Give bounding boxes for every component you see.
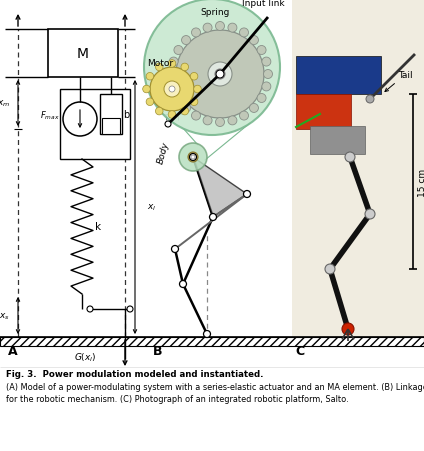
- Bar: [102, 119, 120, 135]
- Circle shape: [325, 264, 335, 274]
- Circle shape: [179, 281, 187, 288]
- Bar: [0, 337, 424, 346]
- Text: (A) Model of a power-modulating system with a series-elastic actuator and an MA : (A) Model of a power-modulating system w…: [6, 382, 424, 391]
- Circle shape: [181, 37, 190, 46]
- Circle shape: [144, 0, 280, 136]
- Bar: [60, 90, 130, 160]
- Circle shape: [171, 246, 179, 253]
- Text: for the robotic mechanism. (C) Photograph of an integrated robotic platform, Sal: for the robotic mechanism. (C) Photograp…: [6, 394, 349, 403]
- Text: Motor: Motor: [147, 58, 173, 67]
- Text: A: A: [8, 345, 18, 358]
- Circle shape: [194, 86, 201, 94]
- Bar: [310, 127, 365, 155]
- Circle shape: [165, 122, 171, 128]
- Text: Input link: Input link: [242, 0, 285, 8]
- Circle shape: [257, 94, 266, 103]
- Bar: [100, 95, 122, 135]
- Bar: [296, 57, 381, 95]
- Circle shape: [366, 96, 374, 104]
- Circle shape: [228, 117, 237, 125]
- Circle shape: [342, 323, 354, 335]
- Text: $x_l$: $x_l$: [147, 202, 156, 213]
- Text: Fig. 3.  Power modulation modeled and instantiated.: Fig. 3. Power modulation modeled and ins…: [6, 369, 263, 378]
- Circle shape: [204, 331, 210, 338]
- Text: 15 cm: 15 cm: [418, 168, 424, 196]
- Circle shape: [156, 108, 163, 115]
- Circle shape: [243, 191, 251, 198]
- Circle shape: [215, 118, 224, 127]
- Circle shape: [179, 144, 207, 172]
- Circle shape: [168, 60, 176, 68]
- Text: $F_{max}$: $F_{max}$: [40, 110, 60, 122]
- Circle shape: [169, 87, 175, 93]
- Circle shape: [208, 63, 232, 87]
- Bar: [296, 95, 351, 130]
- Text: M: M: [77, 47, 89, 61]
- Circle shape: [262, 83, 271, 92]
- Circle shape: [365, 210, 375, 220]
- Circle shape: [203, 24, 212, 33]
- Circle shape: [192, 112, 201, 121]
- Circle shape: [262, 58, 271, 67]
- Circle shape: [215, 70, 225, 80]
- Circle shape: [216, 71, 224, 79]
- Circle shape: [181, 64, 189, 72]
- Text: Spring: Spring: [200, 8, 230, 17]
- Circle shape: [240, 29, 248, 38]
- Circle shape: [143, 86, 150, 94]
- Circle shape: [191, 156, 195, 160]
- Text: Tail: Tail: [385, 71, 413, 92]
- Circle shape: [168, 111, 176, 119]
- Circle shape: [181, 108, 189, 115]
- Circle shape: [190, 73, 198, 81]
- Text: $G(x_l)$: $G(x_l)$: [74, 351, 96, 364]
- Bar: [292, 0, 424, 346]
- Text: $x_m$: $x_m$: [0, 98, 10, 109]
- Polygon shape: [193, 158, 247, 217]
- Circle shape: [345, 152, 355, 163]
- Circle shape: [174, 46, 183, 55]
- Text: k: k: [95, 222, 101, 232]
- Circle shape: [190, 99, 198, 106]
- Text: B: B: [153, 345, 162, 358]
- Circle shape: [167, 70, 176, 79]
- Bar: [48, 30, 118, 78]
- Circle shape: [169, 58, 178, 67]
- Circle shape: [249, 37, 259, 46]
- Circle shape: [127, 306, 133, 312]
- Circle shape: [176, 31, 264, 119]
- Circle shape: [209, 214, 217, 221]
- Circle shape: [63, 103, 97, 137]
- Text: $x_s$: $x_s$: [0, 311, 10, 321]
- Circle shape: [240, 112, 248, 121]
- Circle shape: [146, 99, 154, 106]
- Text: Body: Body: [156, 141, 171, 165]
- Circle shape: [257, 46, 266, 55]
- Circle shape: [215, 23, 224, 32]
- Circle shape: [228, 24, 237, 33]
- Circle shape: [188, 152, 198, 163]
- Circle shape: [164, 82, 180, 98]
- Circle shape: [249, 104, 259, 113]
- Circle shape: [203, 117, 212, 125]
- Circle shape: [169, 83, 178, 92]
- Circle shape: [156, 64, 163, 72]
- Circle shape: [174, 94, 183, 103]
- Text: C: C: [295, 345, 304, 358]
- Circle shape: [87, 306, 93, 312]
- Text: b: b: [123, 110, 129, 120]
- Circle shape: [263, 70, 273, 79]
- Circle shape: [190, 154, 196, 161]
- Circle shape: [192, 29, 201, 38]
- Circle shape: [181, 104, 190, 113]
- Circle shape: [150, 68, 194, 112]
- Circle shape: [146, 73, 154, 81]
